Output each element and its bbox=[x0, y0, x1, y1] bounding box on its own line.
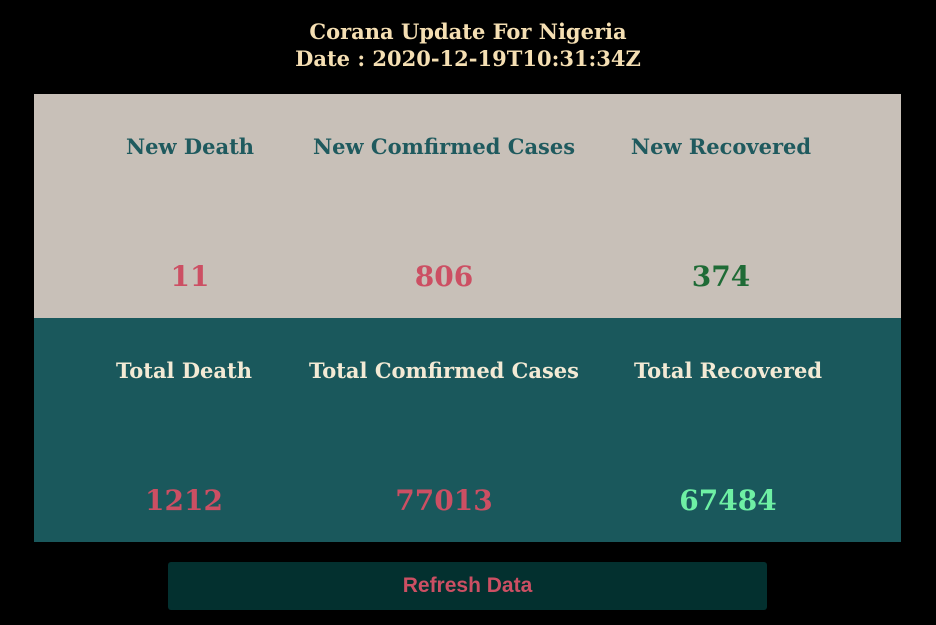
update-date: Date : 2020-12-19T10:31:34Z bbox=[295, 46, 641, 71]
page-header: Corana Update For Nigeria Date : 2020-12… bbox=[0, 18, 936, 72]
new-stats-panel: New Death New Comfirmed Cases New Recove… bbox=[34, 94, 901, 318]
total-death-label: Total Death bbox=[116, 358, 252, 383]
new-confirmed-value: 806 bbox=[414, 260, 474, 293]
new-recovered-value: 374 bbox=[691, 260, 751, 293]
new-death-value: 11 bbox=[170, 260, 210, 293]
new-recovered-label: New Recovered bbox=[630, 134, 812, 159]
page-title: Corana Update For Nigeria bbox=[309, 19, 627, 44]
total-stats-panel: Total Death Total Comfirmed Cases Total … bbox=[34, 318, 901, 542]
refresh-data-button[interactable]: Refresh Data bbox=[168, 562, 767, 610]
new-death-label: New Death bbox=[125, 134, 255, 159]
total-recovered-label: Total Recovered bbox=[633, 358, 823, 383]
total-recovered-value: 67484 bbox=[679, 484, 777, 517]
new-confirmed-label: New Comfirmed Cases bbox=[312, 134, 576, 159]
total-confirmed-value: 77013 bbox=[395, 484, 493, 517]
total-confirmed-label: Total Comfirmed Cases bbox=[309, 358, 579, 383]
total-death-value: 1212 bbox=[145, 484, 223, 517]
